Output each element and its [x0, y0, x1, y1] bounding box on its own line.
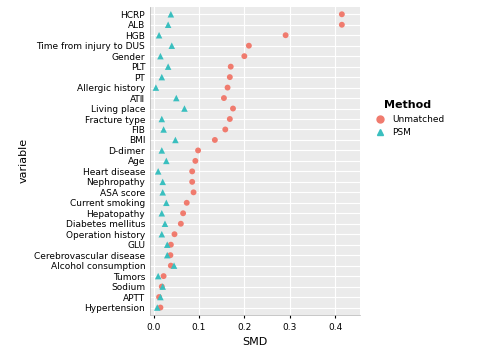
Point [338, 11, 346, 17]
Point [158, 148, 166, 153]
Point [155, 32, 163, 38]
Point [160, 273, 168, 279]
Point [154, 305, 162, 310]
Point [179, 210, 187, 216]
Point [220, 95, 228, 101]
Point [182, 200, 190, 206]
Point [245, 43, 253, 48]
Point [167, 11, 175, 17]
Point [282, 32, 290, 38]
Point [154, 169, 162, 174]
Point [163, 242, 171, 247]
Point [224, 85, 232, 90]
Point [164, 64, 172, 69]
Point [162, 158, 170, 164]
Point [188, 179, 196, 185]
Point [158, 74, 166, 80]
Point [194, 148, 202, 153]
Point [156, 305, 164, 310]
Point [226, 64, 234, 69]
Point [154, 273, 162, 279]
Point [170, 232, 178, 237]
Point [158, 179, 166, 185]
Point [229, 106, 237, 112]
Point [170, 263, 178, 268]
Point [158, 116, 166, 122]
Point [180, 106, 188, 112]
Point [161, 221, 169, 227]
Point [163, 252, 171, 258]
Point [168, 43, 176, 48]
Point [167, 263, 175, 268]
Point [158, 284, 166, 290]
Point [190, 189, 198, 195]
X-axis label: SMD: SMD [242, 337, 268, 347]
Point [152, 85, 160, 90]
Legend: Unmatched, PSM: Unmatched, PSM [368, 98, 447, 140]
Point [155, 294, 163, 300]
Point [192, 158, 200, 164]
Point [158, 189, 166, 195]
Point [177, 221, 185, 227]
Point [172, 137, 179, 143]
Point [211, 137, 219, 143]
Point [240, 53, 248, 59]
Point [158, 210, 166, 216]
Point [158, 232, 166, 237]
Point [338, 22, 346, 28]
Point [188, 169, 196, 174]
Y-axis label: variable: variable [18, 138, 28, 183]
Point [162, 200, 170, 206]
Point [156, 53, 164, 59]
Point [160, 127, 168, 132]
Point [167, 242, 175, 247]
Point [164, 22, 172, 28]
Point [166, 252, 174, 258]
Point [222, 127, 230, 132]
Point [156, 294, 164, 300]
Point [226, 116, 234, 122]
Point [158, 284, 166, 290]
Point [226, 74, 234, 80]
Point [172, 95, 180, 101]
